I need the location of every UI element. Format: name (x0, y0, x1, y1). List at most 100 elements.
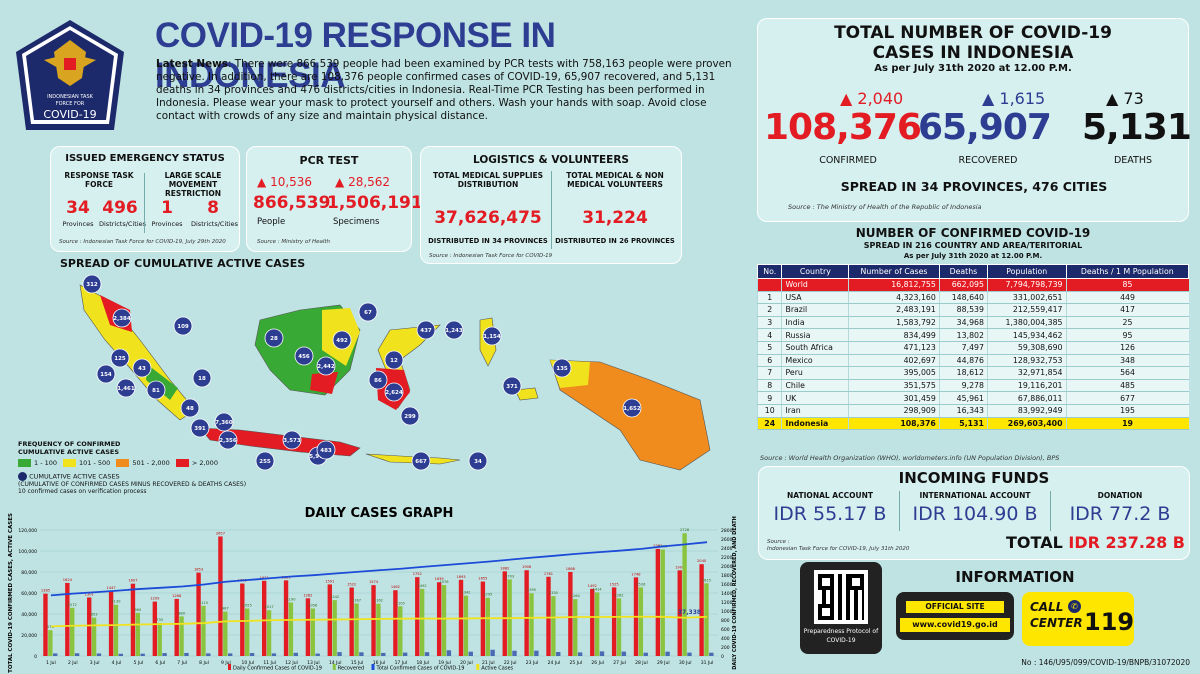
emergency-status-card: ISSUED EMERGENCY STATUS RESPONSE TASK FO… (50, 146, 240, 252)
map-bubble-label: 5,976 (309, 454, 327, 460)
map-bubble: 12 (384, 350, 404, 370)
bar-death (577, 652, 583, 656)
recovered-label: RECOVERED (958, 155, 1018, 166)
table-cell: 2,483,191 (848, 303, 940, 317)
table-row: 2 Brazil 2,483,191 88,539 212,559,417 417 (756, 303, 1189, 317)
map-bubble: 299 (400, 406, 420, 426)
map-bubble-label: 1,461 (117, 386, 135, 392)
x-tick-label: 2 Jul (68, 660, 78, 666)
bar-value-label: 853 (91, 613, 98, 617)
table-cell: 395,005 (848, 366, 940, 380)
world-col-header: No. (756, 264, 783, 279)
x-tick-label: 14 Jul (329, 660, 342, 666)
logistics-title: LOGISTICS & VOLUNTEERS (473, 154, 629, 166)
x-tick-label: 18 Jul (416, 660, 429, 666)
map-bubble: 135 (552, 358, 572, 378)
bar-death (162, 653, 167, 656)
table-cell: Russia (781, 328, 849, 342)
bar-value-label: 1904 (675, 565, 685, 569)
bar-value-label: 1395 (527, 588, 536, 592)
legend-items: 1 - 100 101 - 500 501 - 2,000 > 2,000 (18, 459, 308, 467)
bar-value-label: 1167 (352, 598, 361, 602)
bar-death (512, 650, 517, 656)
bar-death (556, 651, 561, 656)
map-bubble: 1,243 (444, 320, 464, 340)
table-row: 1 USA 4,323,160 148,640 331,002,651 449 (756, 291, 1189, 305)
x-tick-label: 28 Jul (635, 660, 648, 666)
table-cell: 126 (1065, 341, 1189, 355)
table-cell: 662,095 (938, 278, 988, 292)
map-bubble-label: 43 (138, 366, 146, 372)
chart-legend-label: Active Cases (481, 666, 513, 672)
qr-block[interactable]: Preparedness Protocol of COVID-19 (800, 562, 882, 654)
table-cell: Brazil (781, 303, 849, 317)
bar-death (227, 653, 233, 656)
map-bubble-label: 255 (259, 459, 271, 465)
map-bubble-label: 667 (415, 459, 427, 465)
bar-recovered (529, 593, 534, 656)
bar-recovered (354, 603, 359, 656)
bar-death (249, 653, 255, 656)
bar-confirmed (283, 580, 289, 656)
table-cell: 32,971,854 (986, 366, 1067, 380)
table-cell: 9 (756, 391, 782, 405)
bar-value-label: 1447 (107, 586, 116, 590)
emergency-divider (144, 173, 145, 233)
official-site-button[interactable]: OFFICIAL SITE www.covid19.go.id (896, 592, 1014, 640)
map-bubble-label: 483 (320, 448, 332, 454)
spread-text: SPREAD IN 34 PROVINCES, 476 CITIES (840, 179, 1108, 194)
bar-death (709, 652, 714, 656)
table-cell: 5,131 (938, 417, 988, 431)
table-row: 3 India 1,583,792 34,968 1,380,004,385 25 (756, 316, 1189, 330)
table-cell: 128,932,753 (986, 354, 1067, 368)
map-bubble-label: 12 (390, 358, 398, 364)
table-cell: 59,308,690 (986, 341, 1067, 355)
news-body: : There were 866,539 people had been exa… (156, 58, 732, 122)
call-center-button[interactable]: CALL ✆ CENTER 119 (1022, 592, 1134, 646)
bar-value-label: 1615 (702, 578, 711, 582)
y-tick-label: 20,000 (21, 633, 37, 639)
bar-recovered (441, 585, 447, 656)
bar-confirmed (568, 571, 573, 656)
bar-recovered (70, 607, 75, 656)
bar-value-label: 1853 (194, 568, 203, 572)
table-cell: 95 (1065, 328, 1189, 342)
confirmed-value: 108,376 (764, 107, 922, 148)
bar-death (381, 652, 386, 656)
table-row: 24 Indonesia 108,376 5,131 269,603,400 19 (756, 417, 1189, 431)
bar-recovered (310, 608, 315, 656)
x-tick-label: 24 Jul (548, 660, 561, 666)
x-tick-label: 22 Jul (504, 660, 517, 666)
table-cell: 108,376 (848, 417, 940, 431)
table-cell: 564 (1065, 366, 1189, 380)
arrow-up-icon: ▲ (335, 175, 345, 189)
x-tick-label: 15 Jul (351, 660, 364, 666)
bar-confirmed (196, 572, 201, 656)
table-cell: 4,323,160 (848, 291, 940, 305)
map-bubble-label: 3,573 (283, 438, 301, 444)
chart-legend-label: Recovered (338, 666, 364, 672)
phone-icon: ✆ (1068, 600, 1081, 613)
bar-recovered (682, 533, 687, 656)
y2-tick-label: 1000 (721, 609, 733, 615)
funds-national-label: NATIONAL ACCOUNT (787, 491, 873, 500)
table-cell: 18,612 (938, 366, 988, 380)
emergency-l2: Districts/Cities (99, 220, 147, 228)
table-cell: 417 (1065, 303, 1189, 317)
bar-confirmed (371, 585, 376, 656)
bar-death (468, 651, 473, 656)
table-cell: 85 (1065, 278, 1189, 292)
emergency-v4: 8 (207, 198, 219, 218)
table-row: 5 South Africa 471,123 7,497 59,308,690 126 (756, 341, 1189, 355)
totals-title-1: TOTAL NUMBER OF COVID-19 (834, 23, 1112, 43)
table-cell: 402,697 (848, 354, 940, 368)
y-tick-label: 80,000 (21, 570, 37, 576)
legend-label: > 2,000 (191, 459, 218, 467)
map-bubble: 2,384 (112, 308, 132, 328)
bar-death (206, 653, 211, 656)
x-tick-label: 1 Jul (46, 660, 56, 666)
map-legend: FREQUENCY OF CONFIRMED CUMULATIVE ACTIVE… (18, 440, 308, 495)
legend-verify-note: 10 confirmed cases on verification proce… (18, 488, 147, 495)
bar-confirmed (152, 601, 158, 656)
table-row: 7 Peru 395,005 18,612 32,971,854 564 (756, 366, 1189, 380)
